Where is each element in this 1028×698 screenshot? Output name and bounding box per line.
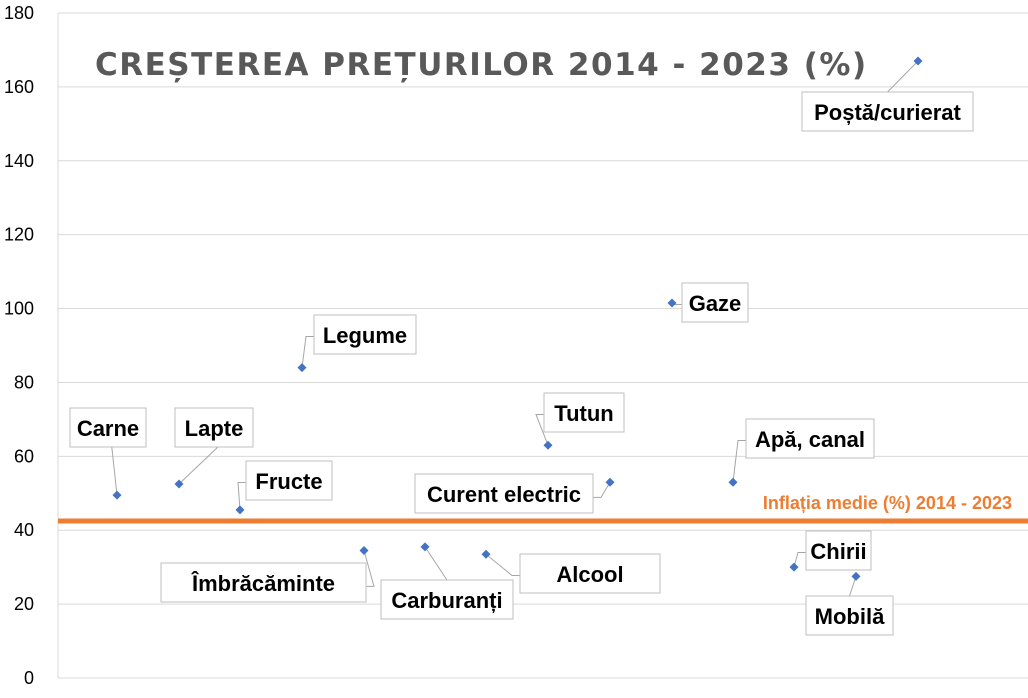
data-point-apă-canal xyxy=(728,477,738,487)
data-points xyxy=(112,56,923,581)
data-point-legume xyxy=(297,363,307,373)
data-label-text-carne: Carne xyxy=(77,416,139,441)
data-label-box-fructe xyxy=(245,460,333,501)
leader-line-lapte xyxy=(178,446,219,485)
data-point-carburanți xyxy=(420,542,430,552)
data-point-îmbrăcăminte xyxy=(359,546,369,556)
data-point-alcool xyxy=(481,549,491,559)
leader-line-îmbrăcăminte xyxy=(363,550,375,587)
data-point-lapte xyxy=(174,479,184,489)
data-label-text-mobilă: Mobilă xyxy=(815,604,885,629)
y-tick-label-60: 60 xyxy=(14,446,34,466)
grid-layer xyxy=(57,12,1028,679)
data-label-lapte: Lapte xyxy=(174,407,254,448)
data-point-curent-electric xyxy=(605,477,615,487)
data-label-box-poștă-curierat xyxy=(801,91,974,132)
leader-line-carne xyxy=(111,446,118,496)
average-inflation-label: Inflația medie (%) 2014 - 2023 xyxy=(763,493,1012,513)
y-tick-label-140: 140 xyxy=(4,151,34,171)
data-label-fructe: Fructe xyxy=(245,460,333,501)
data-label-apă-canal: Apă, canal xyxy=(745,418,875,459)
data-label-box-apă-canal xyxy=(745,418,875,459)
data-point-mobilă xyxy=(851,571,861,581)
data-point-gaze xyxy=(667,298,677,308)
data-point-chirii xyxy=(789,562,799,572)
leader-line-apă-canal xyxy=(732,439,746,483)
data-label-box-alcool xyxy=(519,553,661,594)
data-label-text-legume: Legume xyxy=(323,323,407,348)
data-label-carburanți: Carburanți xyxy=(380,579,514,620)
data-label-text-poștă-curierat: Poștă/curierat xyxy=(814,100,961,125)
leader-line-poștă-curierat xyxy=(887,60,919,93)
data-label-text-îmbrăcăminte: Îmbrăcăminte xyxy=(191,571,335,596)
data-label-box-carburanți xyxy=(380,579,514,620)
data-label-text-fructe: Fructe xyxy=(255,469,322,494)
leader-line-fructe xyxy=(237,481,246,510)
data-point-poștă-curierat xyxy=(913,56,923,66)
data-label-curent-electric: Curent electric xyxy=(414,473,594,514)
data-label-text-curent-electric: Curent electric xyxy=(427,482,581,507)
data-label-text-carburanți: Carburanți xyxy=(391,588,502,613)
data-label-text-chirii: Chirii xyxy=(810,539,866,564)
y-tick-label-120: 120 xyxy=(4,225,34,245)
y-tick-label-20: 20 xyxy=(14,594,34,614)
data-label-gaze: Gaze xyxy=(681,282,749,323)
y-axis: 0 20 40 60 80 100 120 140 160 180 xyxy=(4,3,34,688)
y-tick-label-0: 0 xyxy=(24,668,34,688)
leader-lines xyxy=(111,60,919,597)
data-labels: Carne Lapte Fructe Legume Îmbrăcăminte Carbur… xyxy=(69,91,974,636)
data-label-box-gaze xyxy=(681,282,749,323)
data-label-îmbrăcăminte: Îmbrăcăminte xyxy=(160,562,367,603)
data-label-text-lapte: Lapte xyxy=(185,416,244,441)
leader-line-tutun xyxy=(535,413,549,446)
data-label-poștă-curierat: Poștă/curierat xyxy=(801,91,974,132)
average-inflation-line-group: Inflația medie (%) 2014 - 2023 xyxy=(58,493,1028,524)
leader-line-alcool xyxy=(485,553,520,576)
data-label-chirii: Chirii xyxy=(805,530,872,571)
leader-line-chirii xyxy=(793,551,806,568)
chart-title: CREȘTEREA PREȚURILOR 2014 - 2023 (%) xyxy=(95,47,868,83)
data-point-fructe xyxy=(235,505,245,515)
leader-line-curent-electric xyxy=(593,481,611,498)
y-tick-label-160: 160 xyxy=(4,77,34,97)
data-label-box-mobilă xyxy=(805,595,894,636)
data-label-carne: Carne xyxy=(69,407,147,448)
data-label-mobilă: Mobilă xyxy=(805,595,894,636)
y-tick-label-180: 180 xyxy=(4,3,34,23)
data-label-text-tutun: Tutun xyxy=(554,401,613,426)
data-label-legume: Legume xyxy=(313,314,417,355)
data-label-box-carne xyxy=(69,407,147,448)
data-point-tutun xyxy=(543,440,553,450)
data-point-carne xyxy=(112,490,122,500)
data-label-box-lapte xyxy=(174,407,254,448)
y-tick-label-80: 80 xyxy=(14,372,34,392)
data-label-text-apă-canal: Apă, canal xyxy=(755,427,865,452)
data-label-box-legume xyxy=(313,314,417,355)
data-label-alcool: Alcool xyxy=(519,553,661,594)
data-label-box-îmbrăcăminte xyxy=(160,562,367,603)
data-label-tutun: Tutun xyxy=(543,392,625,433)
data-label-box-curent-electric xyxy=(414,473,594,514)
y-tick-label-100: 100 xyxy=(4,299,34,319)
data-label-text-gaze: Gaze xyxy=(689,291,742,316)
data-label-box-tutun xyxy=(543,392,625,433)
leader-line-legume xyxy=(301,335,314,368)
y-tick-label-40: 40 xyxy=(14,520,34,540)
leader-line-carburanți xyxy=(424,546,448,581)
data-label-text-alcool: Alcool xyxy=(556,562,623,587)
data-label-box-chirii xyxy=(805,530,872,571)
